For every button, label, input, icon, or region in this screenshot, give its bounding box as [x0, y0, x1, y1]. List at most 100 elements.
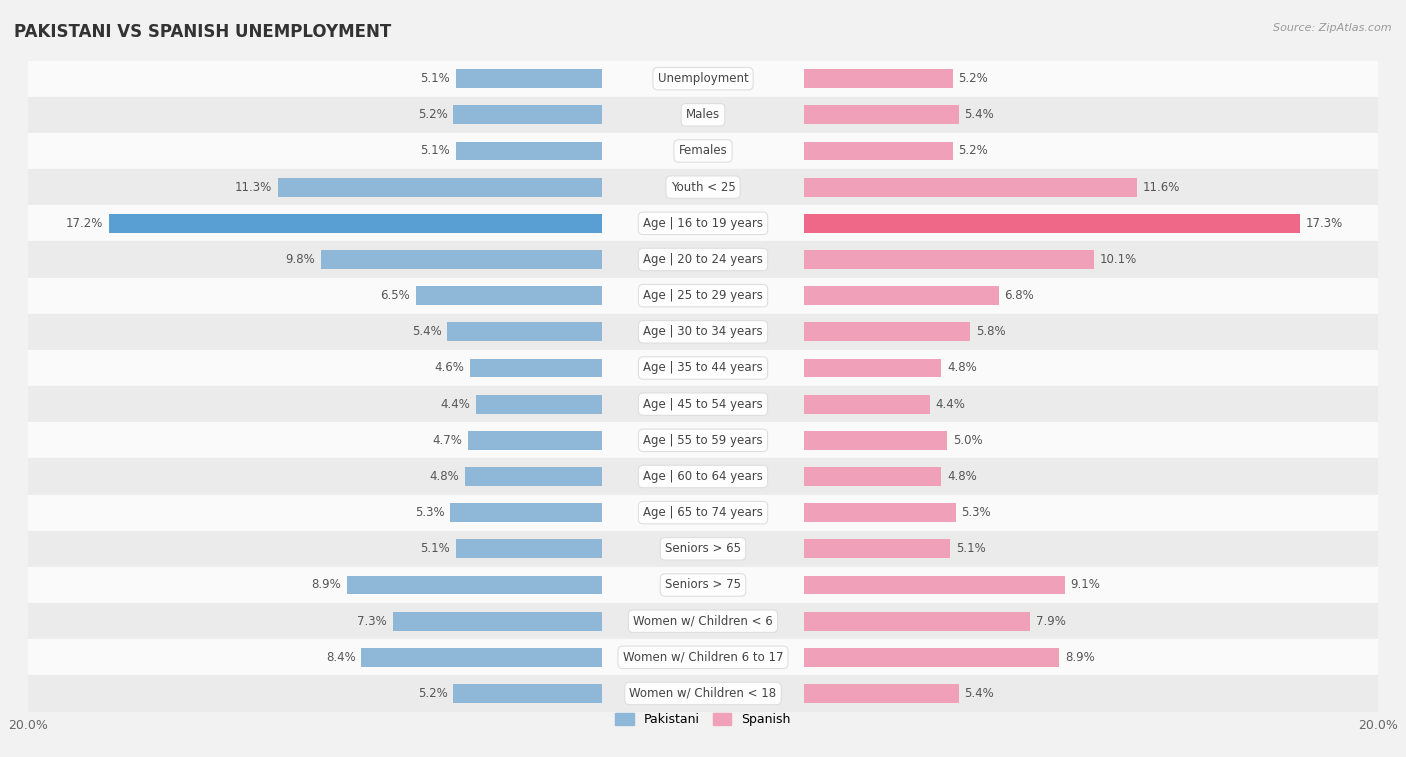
Text: 4.4%: 4.4% [440, 397, 471, 410]
Text: 17.2%: 17.2% [66, 217, 103, 230]
Legend: Pakistani, Spanish: Pakistani, Spanish [610, 709, 796, 731]
Bar [464, 467, 603, 486]
Text: Age | 30 to 34 years: Age | 30 to 34 years [643, 326, 763, 338]
Text: 5.1%: 5.1% [956, 542, 986, 556]
Bar [803, 105, 959, 124]
Bar [28, 603, 1378, 639]
Text: 17.3%: 17.3% [1306, 217, 1343, 230]
Bar [803, 467, 942, 486]
Bar [803, 178, 1136, 197]
Bar [447, 322, 603, 341]
Bar [803, 69, 953, 88]
Text: Youth < 25: Youth < 25 [671, 181, 735, 194]
Bar [803, 142, 953, 160]
Bar [803, 214, 1301, 232]
Text: 10.1%: 10.1% [1099, 253, 1136, 266]
Text: 5.0%: 5.0% [953, 434, 983, 447]
Text: 7.3%: 7.3% [357, 615, 387, 628]
Text: 4.7%: 4.7% [432, 434, 461, 447]
Text: Age | 35 to 44 years: Age | 35 to 44 years [643, 362, 763, 375]
Text: 4.6%: 4.6% [434, 362, 464, 375]
Text: Seniors > 75: Seniors > 75 [665, 578, 741, 591]
Text: 5.1%: 5.1% [420, 72, 450, 85]
Text: 5.2%: 5.2% [418, 687, 447, 700]
Bar [28, 422, 1378, 459]
Bar [28, 97, 1378, 133]
Text: 6.8%: 6.8% [1004, 289, 1035, 302]
Bar [28, 459, 1378, 494]
Text: Source: ZipAtlas.com: Source: ZipAtlas.com [1274, 23, 1392, 33]
Text: 4.8%: 4.8% [429, 470, 458, 483]
Bar [361, 648, 603, 667]
Bar [392, 612, 603, 631]
Bar [803, 612, 1031, 631]
Text: 5.8%: 5.8% [976, 326, 1005, 338]
Text: Unemployment: Unemployment [658, 72, 748, 85]
Text: PAKISTANI VS SPANISH UNEMPLOYMENT: PAKISTANI VS SPANISH UNEMPLOYMENT [14, 23, 391, 41]
Bar [477, 394, 603, 413]
Text: 5.2%: 5.2% [959, 72, 988, 85]
Bar [803, 575, 1064, 594]
Text: 8.4%: 8.4% [326, 651, 356, 664]
Bar [450, 503, 603, 522]
Bar [471, 359, 603, 378]
Bar [468, 431, 603, 450]
Text: Females: Females [679, 145, 727, 157]
Bar [803, 431, 948, 450]
Bar [28, 278, 1378, 313]
Bar [803, 684, 959, 703]
Text: 4.8%: 4.8% [948, 470, 977, 483]
Bar [803, 648, 1059, 667]
Bar [108, 214, 603, 232]
Text: 8.9%: 8.9% [311, 578, 342, 591]
Bar [28, 133, 1378, 169]
Bar [456, 142, 603, 160]
Bar [803, 359, 942, 378]
Text: 11.6%: 11.6% [1143, 181, 1180, 194]
Text: Age | 45 to 54 years: Age | 45 to 54 years [643, 397, 763, 410]
Text: 5.1%: 5.1% [420, 145, 450, 157]
Bar [803, 250, 1094, 269]
Bar [453, 105, 603, 124]
Bar [416, 286, 603, 305]
Bar [278, 178, 603, 197]
Text: 6.5%: 6.5% [381, 289, 411, 302]
Text: 9.1%: 9.1% [1070, 578, 1101, 591]
Bar [803, 286, 998, 305]
Text: Age | 16 to 19 years: Age | 16 to 19 years [643, 217, 763, 230]
Text: 5.1%: 5.1% [420, 542, 450, 556]
Bar [28, 531, 1378, 567]
Text: Age | 60 to 64 years: Age | 60 to 64 years [643, 470, 763, 483]
Text: Age | 55 to 59 years: Age | 55 to 59 years [643, 434, 763, 447]
Bar [28, 675, 1378, 712]
Bar [803, 503, 956, 522]
Text: Women w/ Children < 6: Women w/ Children < 6 [633, 615, 773, 628]
Bar [28, 350, 1378, 386]
Bar [28, 205, 1378, 241]
Bar [28, 386, 1378, 422]
Text: Women w/ Children < 18: Women w/ Children < 18 [630, 687, 776, 700]
Text: Males: Males [686, 108, 720, 121]
Bar [456, 540, 603, 558]
Bar [456, 69, 603, 88]
Text: Age | 20 to 24 years: Age | 20 to 24 years [643, 253, 763, 266]
Bar [803, 394, 929, 413]
Text: 5.4%: 5.4% [965, 687, 994, 700]
Text: 4.4%: 4.4% [935, 397, 966, 410]
Text: Seniors > 65: Seniors > 65 [665, 542, 741, 556]
Bar [803, 322, 970, 341]
Bar [803, 540, 950, 558]
Text: 5.3%: 5.3% [962, 506, 991, 519]
Text: Age | 25 to 29 years: Age | 25 to 29 years [643, 289, 763, 302]
Text: 9.8%: 9.8% [285, 253, 315, 266]
Bar [453, 684, 603, 703]
Text: 5.4%: 5.4% [965, 108, 994, 121]
Text: 5.3%: 5.3% [415, 506, 444, 519]
Text: 7.9%: 7.9% [1036, 615, 1066, 628]
Text: 5.4%: 5.4% [412, 326, 441, 338]
Text: Age | 65 to 74 years: Age | 65 to 74 years [643, 506, 763, 519]
Bar [28, 567, 1378, 603]
Text: Women w/ Children 6 to 17: Women w/ Children 6 to 17 [623, 651, 783, 664]
Text: 5.2%: 5.2% [959, 145, 988, 157]
Bar [28, 241, 1378, 278]
